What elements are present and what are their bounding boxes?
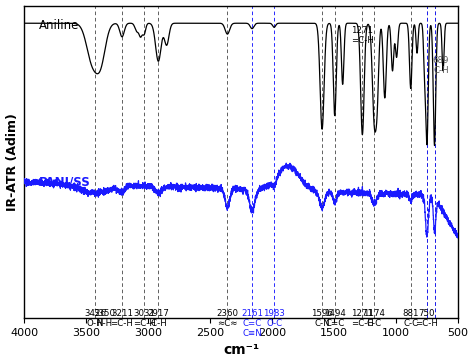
Y-axis label: IR-ATR (Adim): IR-ATR (Adim) xyxy=(6,113,18,211)
X-axis label: cm⁻¹: cm⁻¹ xyxy=(223,343,259,358)
Text: 1983
O-C: 1983 O-C xyxy=(263,309,285,328)
Text: 3031
=C-H: 3031 =C-H xyxy=(133,309,155,328)
Text: 2917
-C-H: 2917 -C-H xyxy=(147,309,169,328)
Text: 2360
≈C≈: 2360 ≈C≈ xyxy=(217,309,238,328)
Text: 1271
=C-H: 1271 =C-H xyxy=(351,26,374,45)
Text: 881
C-C: 881 C-C xyxy=(402,309,419,328)
Text: PANI/SS: PANI/SS xyxy=(39,175,91,188)
Text: 3426
O-H: 3426 O-H xyxy=(84,309,106,328)
Text: Aniline: Aniline xyxy=(39,19,79,32)
Text: 2161
C=C
C≡N: 2161 C=C C≡N xyxy=(241,309,263,338)
Text: 1271
=C-H: 1271 =C-H xyxy=(351,309,374,328)
Text: 689
C-H: 689 C-H xyxy=(433,56,449,75)
Text: 1596
C-N: 1596 C-N xyxy=(311,309,333,328)
Text: 1174
C-C: 1174 C-C xyxy=(364,309,385,328)
Text: 1494
C=C: 1494 C=C xyxy=(324,309,346,328)
Text: 750
=C-H: 750 =C-H xyxy=(416,309,438,328)
Text: 3211
=C-H: 3211 =C-H xyxy=(110,309,133,328)
Text: 3350
N-H: 3350 N-H xyxy=(94,309,116,328)
